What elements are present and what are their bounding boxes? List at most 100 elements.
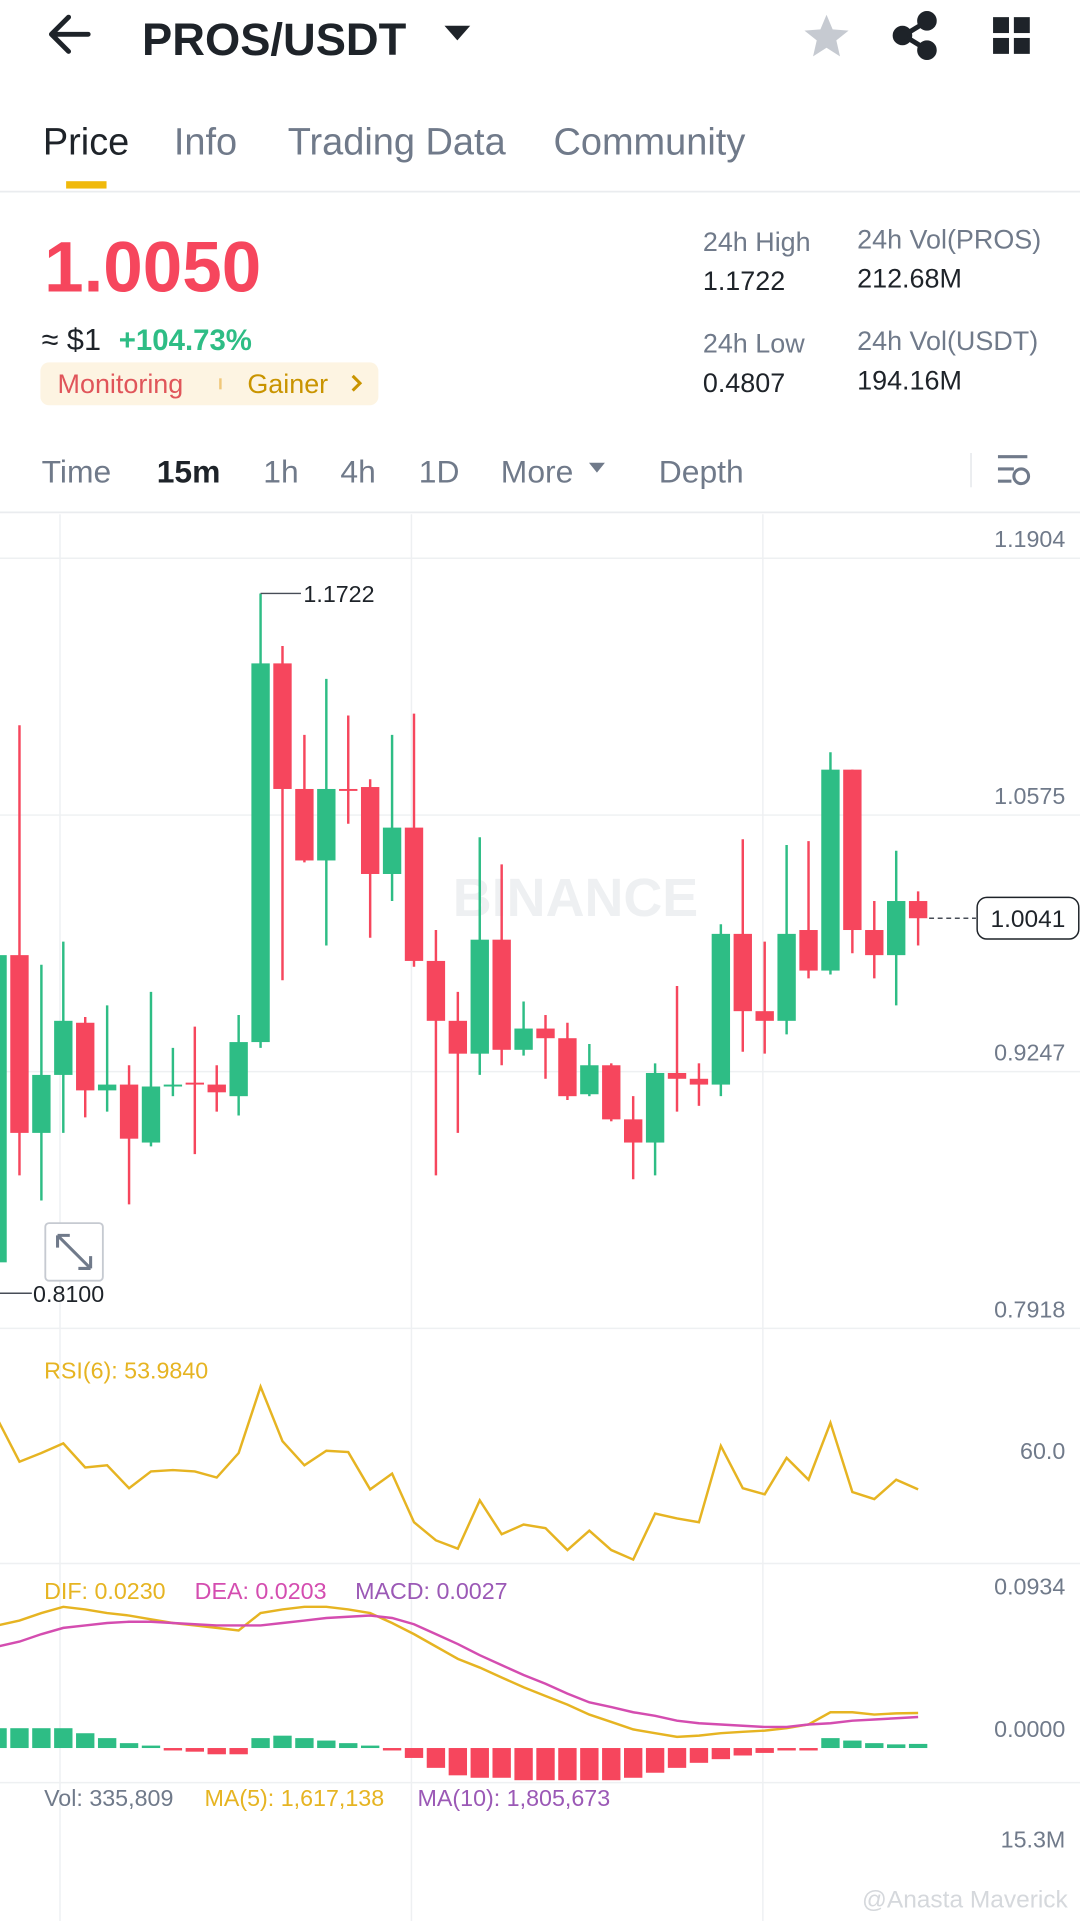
candle-body — [185, 1082, 204, 1085]
candle-body — [295, 788, 314, 861]
candle-body — [404, 827, 424, 961]
tab[interactable]: Community — [553, 121, 745, 163]
tab-indicator — [66, 181, 107, 189]
favorite-icon[interactable] — [804, 14, 849, 57]
legend-entry: DIF: 0.0230 — [44, 1578, 166, 1604]
candle-body — [711, 933, 731, 1085]
macd-bar — [777, 1748, 796, 1751]
plot: BINANCE 1.1904 1.0575 0.9247 0.7918 1.1722 0.8… — [0, 526, 1080, 1781]
tab[interactable]: Info — [174, 121, 237, 163]
back-button[interactable] — [48, 14, 91, 54]
usd-price: ≈ $1 — [42, 323, 101, 357]
interval[interactable]: Time — [42, 453, 112, 489]
candle-body — [624, 1119, 643, 1143]
indicator-title: RSI(6): 53.9840 — [44, 1358, 208, 1384]
macd-bar — [360, 1745, 380, 1749]
candle-body — [0, 955, 7, 1263]
last-price: 1.0050 — [44, 228, 261, 307]
macd-bar — [448, 1748, 468, 1776]
tab[interactable]: Trading Data — [288, 121, 507, 163]
y-tick-label: 1.0575 — [994, 783, 1065, 809]
last-price-tag — [976, 896, 1080, 940]
tag-box[interactable] — [40, 362, 379, 406]
interval[interactable]: Depth — [659, 453, 744, 489]
candle-body — [97, 1084, 117, 1091]
macd-bar — [514, 1748, 533, 1781]
candle-body — [382, 827, 402, 874]
macd-bar — [317, 1740, 336, 1749]
share-icon[interactable] — [892, 11, 937, 60]
interval[interactable]: 1D — [419, 453, 460, 489]
macd-bar — [908, 1743, 928, 1749]
pair-title[interactable]: PROS/USDT — [142, 14, 407, 65]
candle-body — [777, 933, 796, 1021]
macd-bar — [667, 1748, 687, 1768]
y-tick-label: 0.9247 — [994, 1040, 1065, 1066]
macd-bar — [624, 1748, 643, 1778]
candle-body — [908, 901, 928, 919]
fullscreen-icon — [56, 1233, 93, 1270]
interval[interactable]: 15m — [157, 453, 221, 489]
candle-body — [755, 1011, 774, 1021]
more-caret[interactable] — [588, 462, 605, 473]
macd-bar — [843, 1740, 862, 1749]
y-tick-label: 1.1904 — [994, 526, 1065, 552]
candle-body — [843, 769, 862, 931]
candle-body — [602, 1065, 621, 1120]
macd-bar — [404, 1748, 424, 1758]
candle-body — [273, 663, 292, 789]
candle-body — [10, 955, 29, 1133]
credit: @Anasta Maverick — [862, 1887, 1068, 1914]
interval[interactable]: 1h — [263, 453, 298, 489]
candle-body — [799, 930, 818, 971]
tag[interactable]: Gainer — [247, 369, 328, 399]
candle-body — [448, 1020, 468, 1054]
interval[interactable]: 4h — [340, 453, 375, 489]
last-price-label: 1.0041 — [991, 906, 1066, 933]
y-tick-label: 60.0 — [1020, 1438, 1065, 1464]
candle-body — [76, 1022, 95, 1091]
candle-body — [580, 1065, 599, 1095]
macd-bar — [755, 1748, 774, 1753]
macd-bar — [887, 1744, 906, 1749]
stat-value: 212.68M — [857, 264, 962, 294]
candle-body — [207, 1084, 226, 1093]
candle-body — [689, 1078, 709, 1085]
rsi-line — [0, 1383, 919, 1562]
legend-entry: MACD: 0.0027 — [355, 1578, 508, 1604]
candle-body — [470, 939, 489, 1054]
candle-body — [887, 901, 906, 956]
candle-body — [492, 939, 511, 1050]
interval[interactable]: More — [501, 453, 574, 489]
pair-caret[interactable] — [444, 25, 471, 41]
candle-body — [32, 1074, 51, 1133]
volume-scale-label: 15.3M — [1001, 1827, 1066, 1853]
macd-bar — [163, 1748, 183, 1751]
tag-separator — [219, 378, 222, 390]
stat-label: 24h Low — [703, 329, 805, 359]
chart-settings-icon[interactable] — [997, 455, 1031, 486]
macd-bar — [558, 1748, 577, 1781]
candle-body — [119, 1084, 139, 1139]
candle-body — [229, 1042, 248, 1097]
stat-label: 24h Vol(PROS) — [857, 225, 1041, 255]
tag-chevron — [351, 374, 363, 392]
chart-frame — [0, 514, 1080, 1921]
macd-bar — [273, 1735, 292, 1749]
macd-bar — [733, 1748, 752, 1756]
tab[interactable]: Price — [43, 121, 129, 163]
tag[interactable]: Monitoring — [58, 369, 184, 399]
high-label: 1.1722 — [303, 581, 374, 607]
candle-body — [514, 1028, 533, 1050]
macd-bar — [689, 1748, 709, 1763]
macd-bar — [251, 1738, 270, 1749]
candle-body — [645, 1072, 665, 1143]
y-tick-label: 0.0934 — [994, 1574, 1065, 1600]
macd-bar — [865, 1743, 884, 1749]
candle-body — [667, 1072, 687, 1079]
stat-value: 1.1722 — [703, 266, 785, 296]
candle-body — [536, 1028, 555, 1039]
grid-menu-icon[interactable] — [993, 17, 1030, 54]
macd-bar — [119, 1743, 139, 1749]
